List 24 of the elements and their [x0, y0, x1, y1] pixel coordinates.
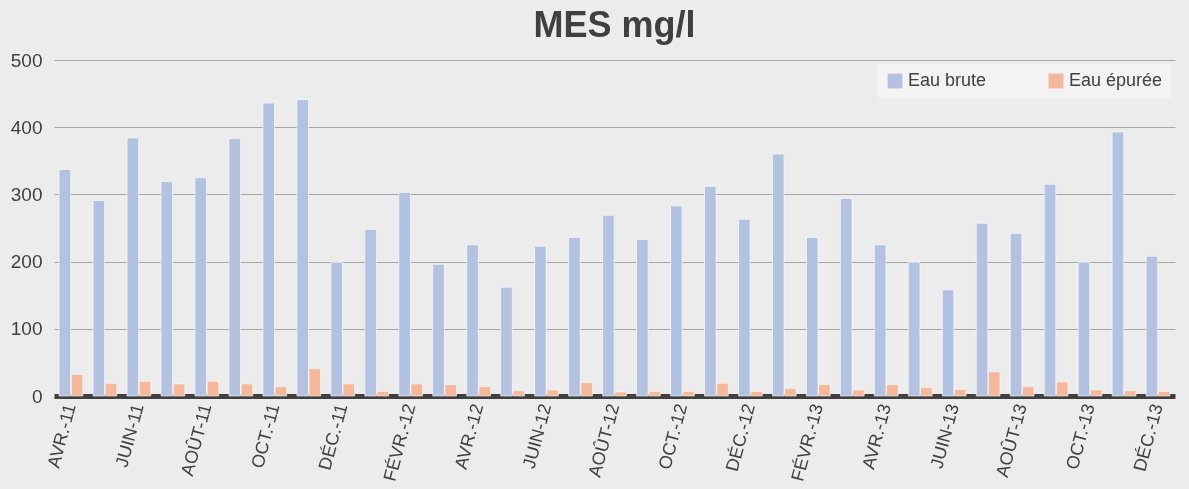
- y-tick-label: 200: [10, 251, 43, 273]
- x-tick-label: AVR.-11: [43, 401, 80, 470]
- x-tick-label: DÉC.-12: [721, 401, 760, 474]
- y-tick-label: 100: [10, 318, 43, 340]
- x-tick-label: AOÛT-13: [991, 401, 1031, 480]
- x-tick-label: JUIN-12: [518, 401, 556, 471]
- x-tick-label: DÉC.-13: [1129, 401, 1167, 474]
- y-tick-label: 300: [10, 183, 43, 205]
- chart-title: MES mg/l: [533, 4, 696, 45]
- y-tick-label: 400: [10, 116, 43, 138]
- x-tick-label: JUIN-13: [926, 401, 963, 471]
- y-tick-label: 0: [31, 385, 43, 407]
- x-tick-label: JUIN-11: [111, 401, 148, 470]
- x-tick-label: OCT.-12: [654, 401, 692, 472]
- legend-label: Eau épurée: [1069, 70, 1163, 90]
- legend-label: Eau brute: [908, 70, 987, 90]
- x-tick-label: AVR.-13: [858, 401, 895, 472]
- x-tick-label: OCT.-11: [247, 401, 284, 471]
- x-tick-label: AOÛT-12: [583, 401, 624, 480]
- x-tick-label: AVR.-12: [450, 401, 488, 472]
- x-tick-label: OCT.-13: [1062, 401, 1099, 472]
- y-tick-label: 500: [10, 49, 43, 71]
- x-tick-label: AOÛT-11: [176, 401, 216, 479]
- x-tick-label: DÉC.-11: [314, 401, 352, 473]
